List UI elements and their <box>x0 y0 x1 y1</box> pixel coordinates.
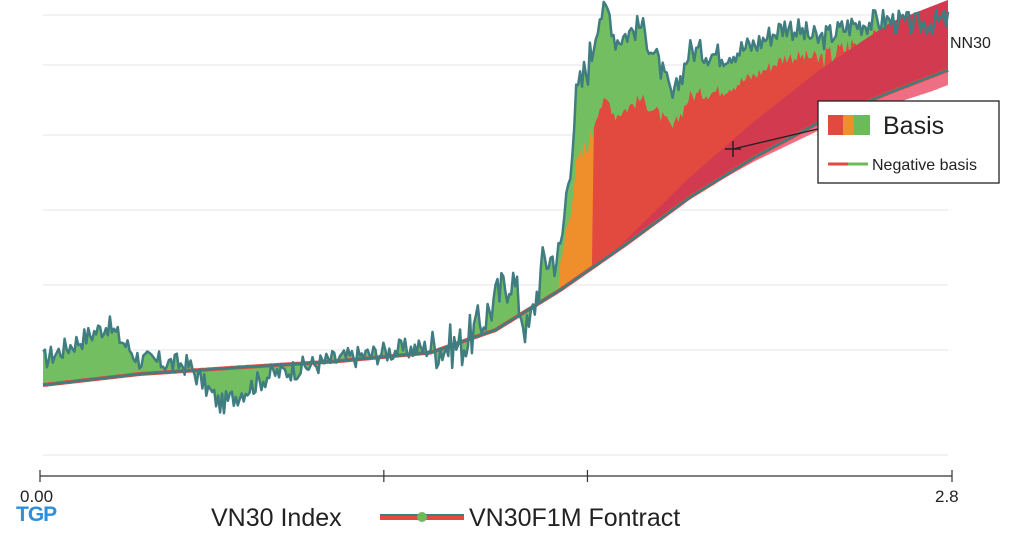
legend-box <box>817 100 1000 184</box>
series-end-label: NN30 <box>950 35 991 52</box>
area-layers <box>43 0 948 414</box>
basis-swatch <box>828 115 870 135</box>
x-tick-label-0: 0.00 <box>20 487 53 506</box>
legend-contract-label: VN30F1M Fontract <box>469 504 680 532</box>
x-axis: 0.00 2.8 <box>20 470 959 506</box>
basis-area-red <box>43 29 948 386</box>
basis-legend: Basis Negative basis <box>725 100 1000 184</box>
legend-basis-label: Basis <box>883 112 944 140</box>
x-tick-label-3: 2.8 <box>935 487 959 506</box>
tgp-logo: TGP <box>16 503 57 526</box>
bottom-legend: VN30 Index VN30F1M Fontract <box>211 504 680 532</box>
legend-vn30-index-label: VN30 Index <box>211 504 342 532</box>
legend-pointer-line <box>732 127 823 150</box>
legend-contract-swatch <box>380 512 464 522</box>
legend-negative-basis-label: Negative basis <box>872 157 977 174</box>
vn30f1m-contract-line <box>42 0 950 415</box>
